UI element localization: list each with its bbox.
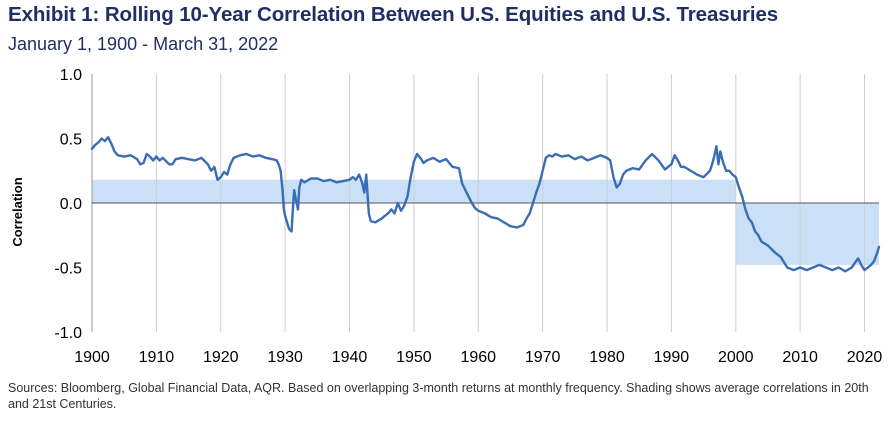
chart-subtitle: January 1, 1900 - March 31, 2022 <box>8 34 279 54</box>
x-tick-label: 1960 <box>460 349 496 366</box>
correlation-chart: 1.0 0.5 0.0 -0.5 -1.0 1900 1910 1920 1930 1940 195… <box>10 67 882 366</box>
x-tick-label: 1990 <box>654 349 690 366</box>
y-tick-label: 0.0 <box>60 196 82 213</box>
x-tick-label: 1970 <box>525 349 561 366</box>
shading-band-2 <box>735 203 879 265</box>
x-tick-label: 2020 <box>847 349 883 366</box>
x-tick-label: 2010 <box>782 349 818 366</box>
series-layer <box>90 136 881 273</box>
tick-labels: 1.0 0.5 0.0 -0.5 -1.0 1900 1910 1920 1930 1940 195… <box>54 67 882 366</box>
x-tick-label: 1930 <box>267 349 303 366</box>
x-tick-label: 1920 <box>203 349 239 366</box>
shading-layer <box>92 179 879 265</box>
x-tick-label: 1910 <box>139 349 175 366</box>
chart-title: Exhibit 1: Rolling 10-Year Correlation B… <box>8 3 779 26</box>
y-tick-label: -1.0 <box>54 325 82 342</box>
x-tick-label: 1940 <box>332 349 368 366</box>
axes <box>91 74 879 332</box>
y-tick-label: -0.5 <box>54 261 82 278</box>
series-line-1 <box>90 136 881 273</box>
y-tick-label: 1.0 <box>60 67 82 84</box>
x-tick-label: 2000 <box>718 349 754 366</box>
y-axis-label: Correlation <box>10 177 25 246</box>
footnote: Sources: Bloomberg, Global Financial Dat… <box>8 381 869 411</box>
x-tick-label: 1900 <box>74 349 110 366</box>
x-tick-label: 1980 <box>589 349 625 366</box>
y-tick-label: 0.5 <box>60 132 82 149</box>
x-tick-label: 1950 <box>396 349 432 366</box>
